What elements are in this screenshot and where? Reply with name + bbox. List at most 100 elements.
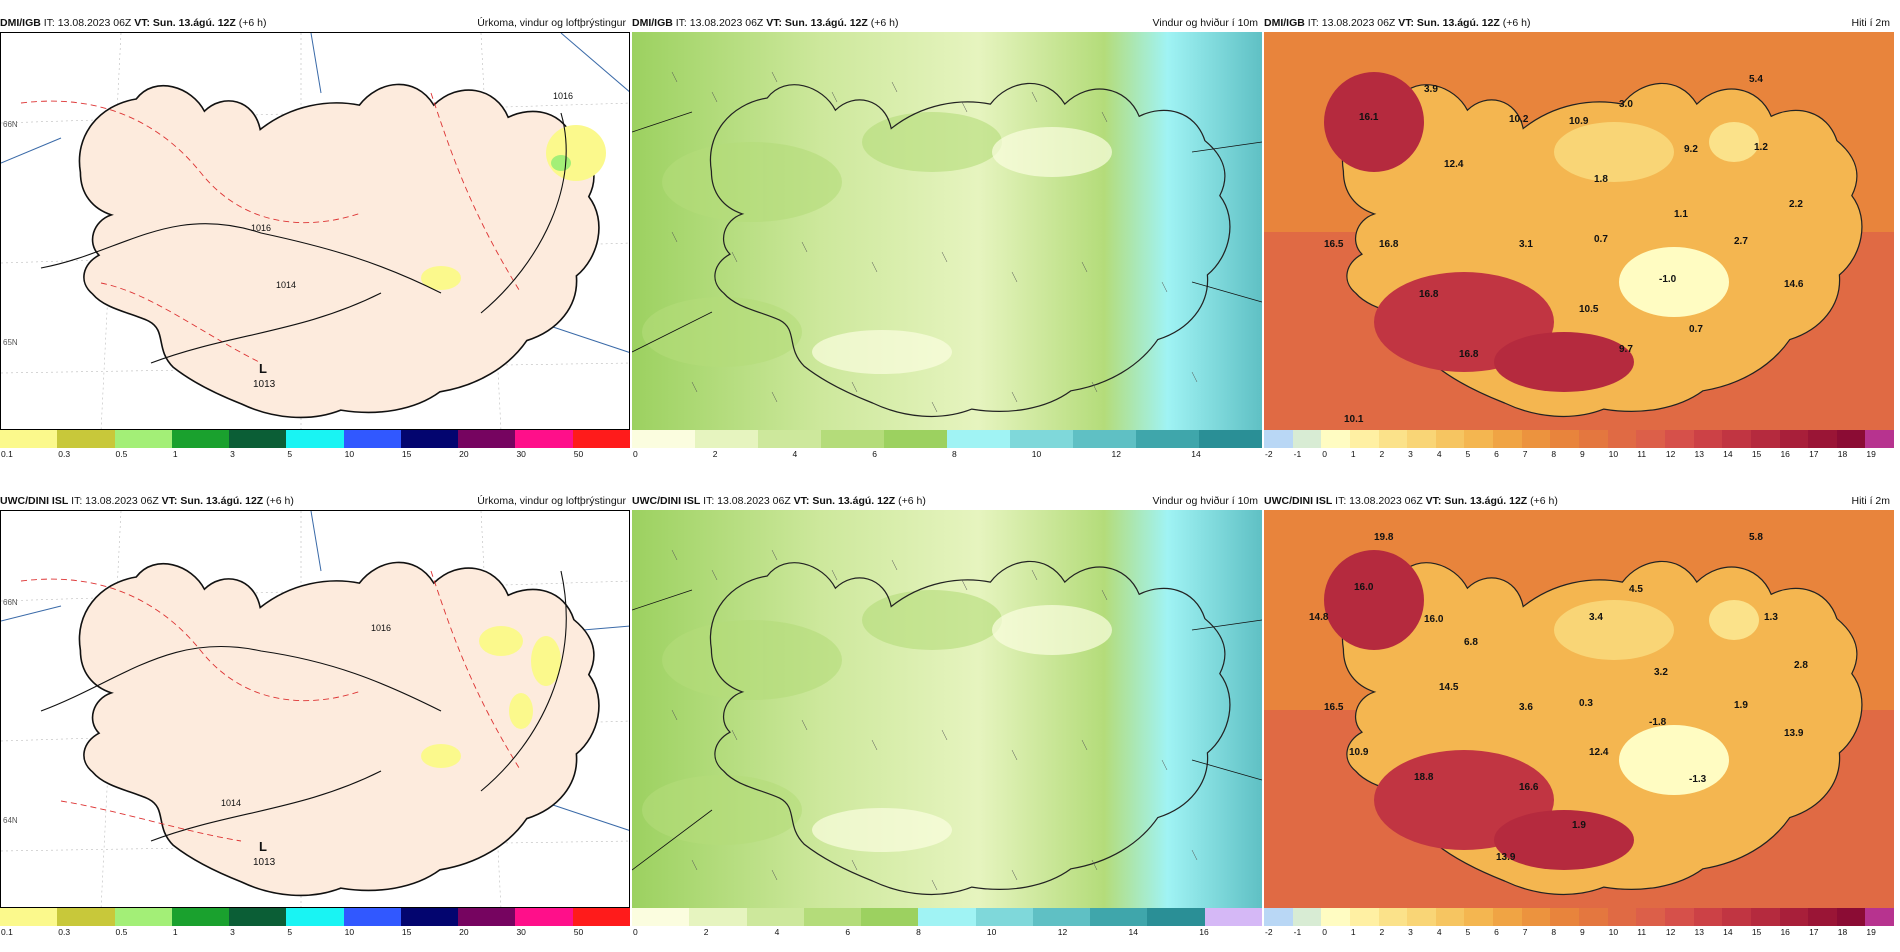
- low-pressure: 1013: [253, 857, 276, 868]
- legend-tick-label: 12: [1665, 927, 1676, 937]
- legend-tick-label: 50: [573, 449, 584, 459]
- temp-value: 0.7: [1594, 234, 1608, 245]
- temp-value: 5.4: [1749, 74, 1763, 85]
- legend-tick-label: 1: [1350, 449, 1356, 459]
- legend-tick-label: 3: [230, 449, 235, 459]
- legend-ticks: 0 2 4 6 8 10 12 14: [632, 448, 1262, 462]
- wind-map[interactable]: [632, 510, 1262, 908]
- temp-map[interactable]: 3.9 16.1 10.2 10.9 3.0 5.4 12.4 9.2 1.2 1.8 2.2 1.1…: [1264, 32, 1894, 430]
- wind-map[interactable]: [632, 32, 1262, 430]
- model-name: UWC/DINI ISL: [632, 495, 701, 507]
- legend-ticks: -2 -1 0 1 2 3 4 5 6 7 8 9 10 11 12 13 14 15 16 17 18 19: [1264, 448, 1894, 462]
- legend-swatch: [1032, 908, 1091, 926]
- temp-value: 12.4: [1589, 747, 1609, 758]
- legend-swatch: [286, 430, 344, 448]
- legend-tick-label: 12: [1665, 449, 1676, 459]
- precip-map[interactable]: L 1013 1016 1014 1016 66N 65N: [0, 32, 630, 430]
- panel-title: Hiti í 2m: [1851, 17, 1890, 29]
- valid-time: VT: Sun. 13.ágú. 12Z: [161, 495, 264, 507]
- panel-header: UWC/DINI ISL IT: 13.08.2023 06Z VT: Sun.…: [0, 492, 630, 510]
- panel-wind-top: DMI/IGB IT: 13.08.2023 06Z VT: Sun. 13.á…: [632, 14, 1262, 474]
- legend-tick-label: 10: [1031, 449, 1042, 459]
- legend-tick-label: 16: [1780, 927, 1790, 937]
- legend-tick-label: 3: [1408, 927, 1413, 937]
- legend-tick-label: -1: [1293, 927, 1302, 937]
- legend-swatch: [1779, 430, 1809, 448]
- legend-tick-label: 8: [1551, 449, 1557, 459]
- legend-swatch: [171, 430, 230, 448]
- legend-tick-label: 0: [633, 927, 638, 937]
- legend-tick-label: 1: [172, 927, 178, 937]
- init-time: IT: 13.08.2023 06Z: [71, 495, 159, 507]
- panel-title: Úrkoma, vindur og loftþrýstingur: [477, 17, 626, 29]
- legend-tick-label: 16: [1780, 449, 1790, 459]
- legend-swatch: [1136, 430, 1199, 448]
- model-name: DMI/IGB: [0, 17, 41, 29]
- legend-tick-label: 13: [1694, 449, 1704, 459]
- legend-swatch: [57, 430, 115, 448]
- legend-tick-label: 20: [459, 449, 469, 459]
- legend-swatch: [1378, 908, 1408, 926]
- legend-tick-label: 14: [1191, 449, 1201, 459]
- legend-tick-label: 13: [1694, 927, 1704, 937]
- legend-tick-label: 30: [516, 449, 526, 459]
- lat-label: 66N: [3, 598, 18, 607]
- temp-value: 3.6: [1519, 702, 1533, 713]
- legend-swatches: [0, 908, 630, 926]
- legend-swatch: [1664, 908, 1694, 926]
- legend-swatch: [1750, 908, 1780, 926]
- temp-legend: -2 -1 0 1 2 3 4 5 6 7 8 9 10 11 12 13 14 15 16 17 18 19: [1264, 908, 1895, 946]
- legend-tick-label: 5: [1465, 927, 1471, 937]
- init-time: IT: 13.08.2023 06Z: [675, 17, 764, 29]
- lead-time: (+6 h): [1502, 17, 1531, 29]
- precip-map[interactable]: L 1013 1016 1014 66N 64N: [0, 510, 630, 908]
- init-time: IT: 13.08.2023 06Z: [1307, 17, 1396, 29]
- legend-tick-label: -2: [1265, 449, 1273, 459]
- legend-swatch: [1693, 430, 1723, 448]
- legend-swatch: [400, 908, 459, 926]
- precip-legend: 0.1 0.3 0.5 1 3 5 10 15 20 30 50: [0, 908, 630, 946]
- temp-svg: 3.9 16.1 10.2 10.9 3.0 5.4 12.4 9.2 1.2 1.8 2.2 1.1…: [1264, 32, 1894, 430]
- panel-title: Vindur og hviður í 10m: [1152, 495, 1258, 507]
- legend-tick-label: 7: [1522, 449, 1528, 459]
- legend-tick-label: 2: [1379, 449, 1385, 459]
- model-name: DMI/IGB: [632, 17, 673, 29]
- legend-tick-label: 0.1: [1, 927, 13, 937]
- temp-value: 3.4: [1589, 612, 1603, 623]
- legend-swatch: [1607, 908, 1637, 926]
- lead-time: (+6 h): [1530, 495, 1558, 507]
- legend-tick-label: 4: [1436, 927, 1442, 937]
- temp-value: 16.0: [1424, 614, 1444, 625]
- valid-time: VT: Sun. 13.ágú. 12Z: [134, 17, 236, 29]
- lat-label: 66N: [3, 120, 18, 129]
- temp-map[interactable]: 19.8 5.8 16.0 4.5 14.8 16.0 3.4 1.3 6.8 2.8 14.5 3.…: [1264, 510, 1894, 908]
- lead-time: (+6 h): [870, 17, 899, 29]
- legend-tick-label: 18: [1837, 449, 1848, 459]
- legend-swatch: [1407, 430, 1436, 448]
- temp-value: 10.2: [1509, 114, 1529, 125]
- legend-tick-label: 3: [230, 927, 235, 937]
- legend-swatch: [1199, 430, 1262, 448]
- panel-title: Úrkoma, vindur og loftþrýstingur: [477, 495, 626, 507]
- legend-ticks: 0.1 0.3 0.5 1 3 5 10 15 20 30 50: [0, 926, 630, 940]
- legend-swatch: [286, 908, 344, 926]
- legend-swatch: [1147, 908, 1205, 926]
- temp-value: 1.9: [1572, 820, 1586, 831]
- temp-value: 16.6: [1519, 782, 1539, 793]
- legend-swatch: [1808, 908, 1837, 926]
- legend-swatch: [632, 430, 695, 448]
- legend-tick-label: 15: [1751, 927, 1762, 937]
- legend-tick-label: 11: [1637, 449, 1647, 459]
- panel-header: UWC/DINI ISL IT: 13.08.2023 06Z VT: Sun.…: [1264, 492, 1894, 510]
- legend-tick-label: 19: [1866, 449, 1876, 459]
- legend-tick-label: 0.1: [1, 449, 13, 459]
- wind-legend: 0 2 4 6 8 10 12 14: [632, 430, 1262, 468]
- panel-precip-top: DMI/IGB IT: 13.08.2023 06Z VT: Sun. 13.á…: [0, 14, 630, 474]
- temp-value: 16.8: [1419, 289, 1439, 300]
- legend-tick-label: 20: [459, 927, 469, 937]
- legend-tick-label: 19: [1866, 927, 1876, 937]
- legend-swatch: [821, 430, 884, 448]
- legend-tick-label: 10: [344, 927, 355, 937]
- wind-arrows: [671, 71, 1198, 413]
- temp-value: 3.1: [1519, 239, 1533, 250]
